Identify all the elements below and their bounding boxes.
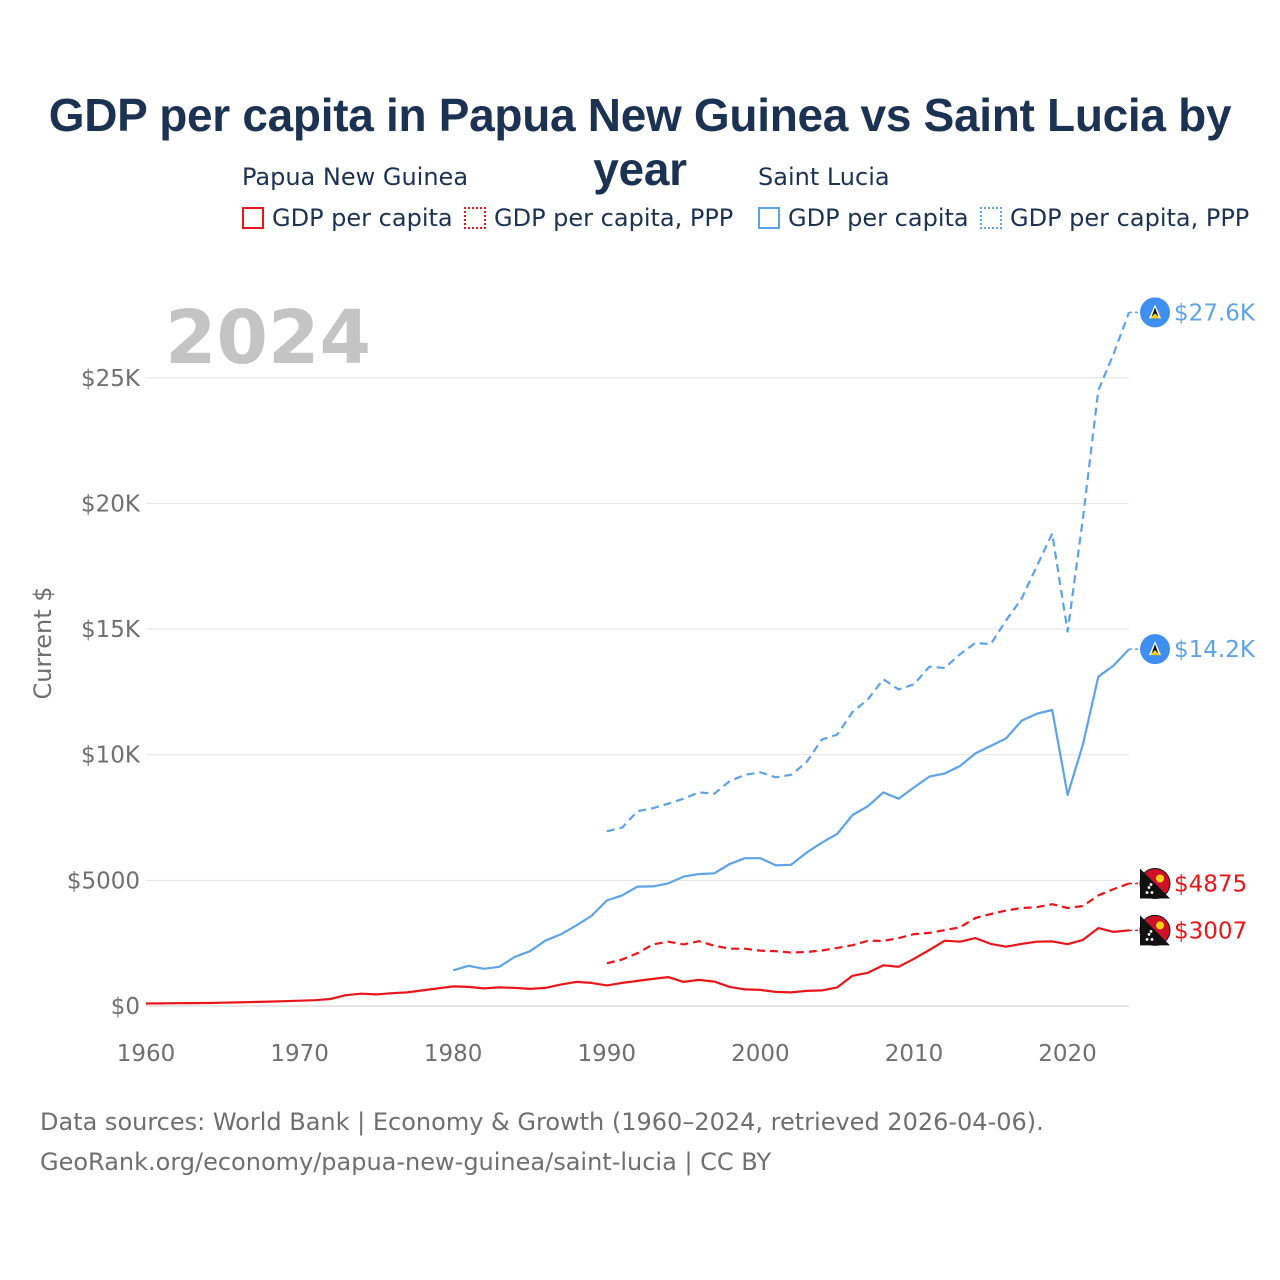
legend-label-lca-gdp: GDP per capita: [788, 204, 969, 232]
x-tick-layer: 1960 1970 1980 1990 2000 2010 2020: [117, 1041, 1097, 1067]
flag-star: [1147, 933, 1151, 936]
x-tick-label: 1990: [578, 1041, 637, 1067]
series-line[interactable]: [606, 882, 1130, 965]
year-stamp: 2024: [165, 295, 371, 381]
flag-star: [1147, 886, 1151, 889]
end-value-label: $3007: [1174, 918, 1247, 944]
y-tick-label: $20K: [81, 491, 141, 517]
flag-star: [1149, 883, 1153, 886]
legend-item-png-gdp[interactable]: GDP per capita: [242, 204, 453, 232]
flag-star: [1150, 938, 1154, 941]
legend-label-lca-ppp: GDP per capita, PPP: [1010, 204, 1250, 232]
chart-title: GDP per capita in Papua New Guinea vs Sa…: [48, 89, 1232, 195]
end-value-label: $27.6K: [1174, 300, 1256, 326]
x-tick-label: 2020: [1038, 1041, 1097, 1067]
y-tick-label: $25K: [81, 366, 141, 392]
flag-rim: [1139, 914, 1171, 946]
end-label-layer: $3007 $4875 $14.2K $27.6K: [1129, 297, 1256, 946]
png-flag-icon: [1139, 867, 1171, 899]
series-line[interactable]: [452, 648, 1130, 972]
y-tick-layer: $0 $5000 $10K $15K $20K $25K: [67, 366, 141, 1020]
end-value-label: $14.2K: [1174, 637, 1256, 663]
flag-black-field: [1140, 868, 1170, 899]
legend-item-png-ppp[interactable]: GDP per capita, PPP: [464, 204, 733, 232]
series-line[interactable]: [606, 312, 1131, 833]
y-tick-label: $15K: [81, 617, 141, 643]
flag-bird: [1156, 874, 1164, 883]
lca-flag-icon: [1140, 634, 1170, 665]
legend-swatch-png-gdp: [242, 207, 264, 229]
legend-label-png-gdp: GDP per capita: [272, 204, 453, 232]
legend-swatch-png-ppp: [464, 207, 486, 229]
x-tick-label: 1980: [424, 1041, 483, 1067]
y-tick-label: $0: [111, 994, 140, 1020]
legend-swatch-lca-gdp: [758, 207, 780, 229]
footer-url[interactable]: GeoRank.org/economy/papua-new-guinea/sai…: [40, 1148, 772, 1176]
y-tick-label: $5000: [67, 868, 140, 894]
flag-rim: [1139, 867, 1171, 899]
legend-item-lca-gdp[interactable]: GDP per capita: [758, 204, 969, 232]
legend-swatch-lca-ppp: [980, 207, 1002, 229]
x-tick-label: 2010: [885, 1041, 944, 1067]
series-line[interactable]: [145, 926, 1130, 1005]
end-value-label: $4875: [1174, 871, 1247, 897]
flag-yellow-triangle: [1150, 313, 1160, 319]
legend-group-png: Papua New Guinea: [242, 163, 469, 191]
flag-star: [1145, 938, 1149, 941]
flag-black-field: [1140, 915, 1170, 946]
y-tick-label: $10K: [81, 743, 141, 769]
series-layer: [145, 312, 1131, 1005]
x-tick-label: 2000: [731, 1041, 790, 1067]
flag-star: [1149, 930, 1153, 933]
legend-group-lca: Saint Lucia: [758, 163, 890, 191]
legend-label-png-ppp: GDP per capita, PPP: [494, 204, 734, 232]
png-flag-icon: [1139, 914, 1171, 946]
flag-star: [1145, 891, 1149, 894]
flag-bird: [1156, 921, 1164, 930]
x-tick-label: 1960: [117, 1041, 176, 1067]
grid-layer: [146, 377, 1129, 1007]
footer-sources: Data sources: World Bank | Economy & Gro…: [40, 1108, 1044, 1136]
flag-star: [1150, 891, 1154, 894]
lca-flag-icon: [1140, 297, 1170, 328]
flag-yellow-triangle: [1150, 650, 1160, 656]
x-tick-label: 1970: [270, 1041, 329, 1067]
legend-item-lca-ppp[interactable]: GDP per capita, PPP: [980, 204, 1249, 232]
